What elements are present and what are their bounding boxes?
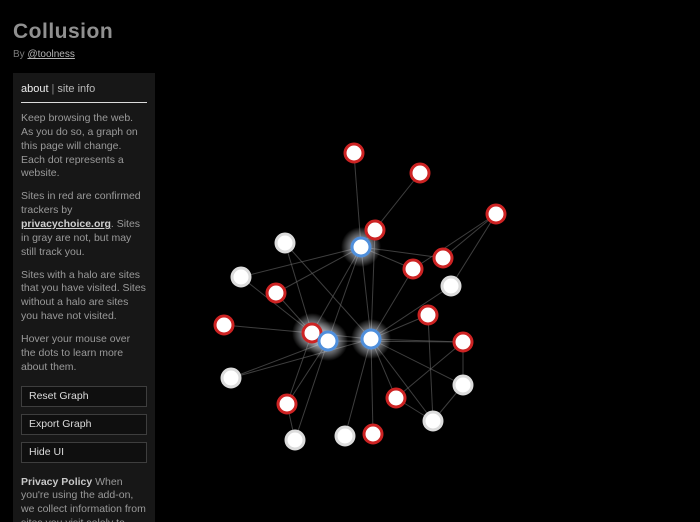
edge-line <box>412 213 497 270</box>
site-node-tracker[interactable] <box>362 423 384 445</box>
site-node-tracker[interactable] <box>213 314 235 336</box>
edge-line <box>240 246 362 278</box>
site-node-tracker[interactable] <box>364 219 386 241</box>
site-node-tracker[interactable] <box>402 258 424 280</box>
site-node-tracker[interactable] <box>417 304 439 326</box>
site-node-tracker[interactable] <box>265 282 287 304</box>
privacy-policy-body: When you're using the add-on, we collect… <box>21 475 146 522</box>
site-node-tracker[interactable] <box>409 162 431 184</box>
p2-before: Sites in red are confirmed trackers by <box>21 190 141 217</box>
edge-line <box>230 338 372 379</box>
site-node-tracker[interactable] <box>343 142 365 164</box>
site-node-tracker[interactable] <box>385 387 407 409</box>
byline: By @toolness <box>13 49 113 60</box>
site-node-site[interactable] <box>334 425 356 447</box>
site-node-tracker[interactable] <box>452 331 474 353</box>
tab-separator: | <box>51 83 55 95</box>
export-graph-button[interactable]: Export Graph <box>21 413 147 435</box>
author-link[interactable]: @toolness <box>27 49 75 60</box>
edge-line <box>284 242 372 340</box>
p2-after: . Sites in gray are not, but may still t… <box>21 218 141 258</box>
privacychoice-link[interactable]: privacychoice.org <box>21 218 111 231</box>
about-panel: about | site info Keep browsing the web. A… <box>13 73 155 522</box>
site-node-site[interactable] <box>230 266 252 288</box>
about-paragraph-4: Hover your mouse over the dots to learn … <box>21 333 131 373</box>
edge-line <box>450 213 497 287</box>
site-node-visited[interactable] <box>360 328 382 350</box>
edges-layer <box>223 152 497 441</box>
site-node-site[interactable] <box>220 367 242 389</box>
site-node-tracker[interactable] <box>432 247 454 269</box>
site-node-site[interactable] <box>422 410 444 432</box>
site-node-tracker[interactable] <box>276 393 298 415</box>
site-node-site[interactable] <box>440 275 462 297</box>
tab-about[interactable]: about <box>21 83 49 95</box>
hide-ui-button[interactable]: Hide UI <box>21 441 147 463</box>
nodes-layer <box>213 142 507 451</box>
site-node-site[interactable] <box>452 374 474 396</box>
site-node-site[interactable] <box>274 232 296 254</box>
header: Collusion By @toolness <box>13 20 113 60</box>
edge-line <box>442 213 497 259</box>
tab-site-info[interactable]: site info <box>57 83 96 95</box>
edge-line <box>427 314 434 422</box>
page-title: Collusion <box>13 20 114 43</box>
site-node-site[interactable] <box>284 429 306 451</box>
privacy-policy-heading: Privacy Policy <box>21 475 96 488</box>
about-paragraph-1: Keep browsing the web. As you do so, a g… <box>21 112 138 180</box>
reset-graph-button[interactable]: Reset Graph <box>21 385 147 407</box>
site-node-visited[interactable] <box>317 330 339 352</box>
about-paragraph-2: Sites in red are confirmed trackers by p… <box>21 190 147 259</box>
site-node-visited[interactable] <box>350 236 372 258</box>
edge-line <box>327 340 464 343</box>
panel-tabbar: about | site info <box>21 81 147 103</box>
site-node-tracker[interactable] <box>485 203 507 225</box>
about-paragraph-3: Sites with a halo are sites that you hav… <box>21 268 146 323</box>
privacy-policy: Privacy Policy When you're using the add… <box>21 476 147 522</box>
byline-prefix: By <box>13 49 28 60</box>
site-node-visited-tracker[interactable] <box>301 322 323 344</box>
edge-line <box>395 341 464 399</box>
